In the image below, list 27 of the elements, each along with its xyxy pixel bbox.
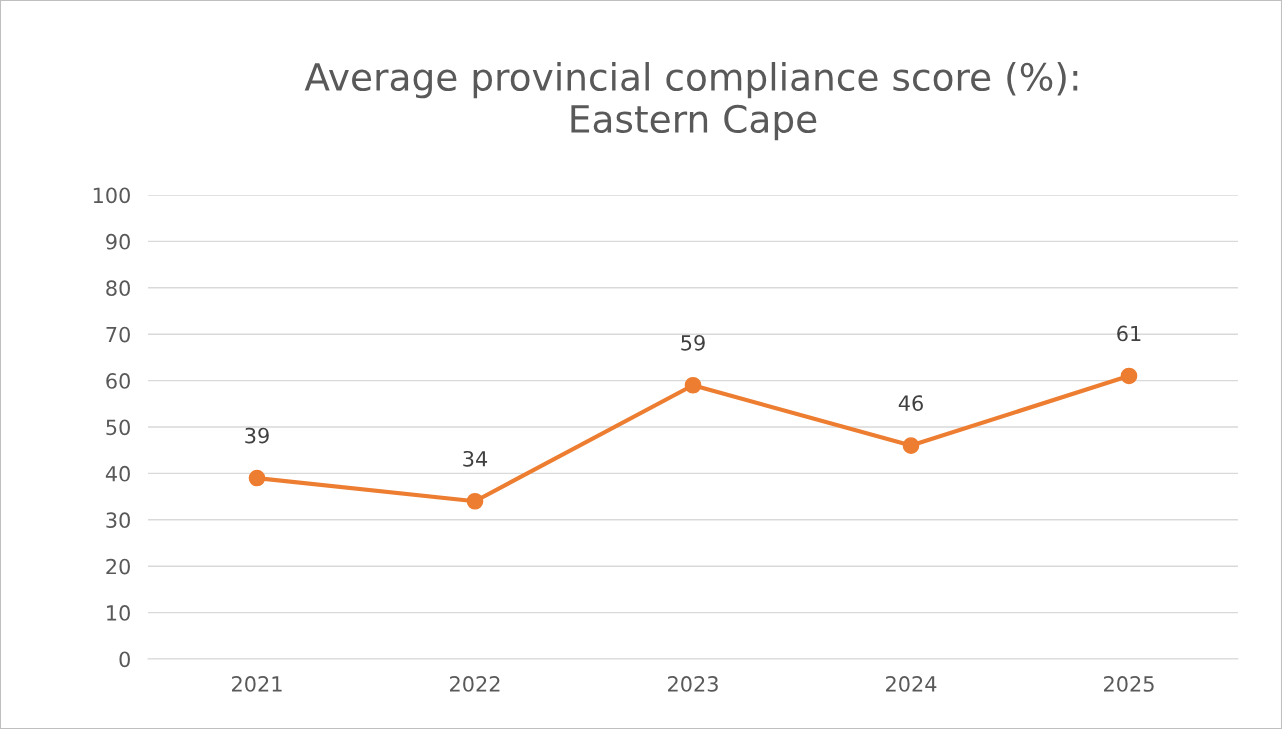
point (684, 376, 702, 394)
data-label: 39 (245, 427, 269, 444)
y-tick-label: 10 (107, 605, 130, 621)
x-tick-label: 2025 (1104, 676, 1154, 692)
x-tick-label: 2024 (886, 676, 937, 692)
x-tick-label: 2021 (232, 676, 282, 692)
point (1120, 367, 1138, 385)
point (902, 437, 920, 454)
y-tick-label: 80 (106, 280, 130, 297)
x-tick-label: 2022 (450, 676, 500, 692)
y-tick-label: 100 (93, 187, 130, 204)
y-tick-label: 20 (106, 558, 130, 575)
data-label: 34 (463, 450, 488, 467)
data-label: 61 (1117, 325, 1141, 342)
data-label: 46 (898, 395, 923, 411)
y-tick-label: 60 (106, 373, 130, 389)
y-tick-label: 90 (106, 233, 130, 250)
y-tick-label: 30 (106, 512, 130, 529)
x-tick-label: 2023 (668, 676, 718, 692)
point (466, 492, 484, 510)
y-tick-label: 70 (106, 326, 130, 343)
point (248, 469, 266, 487)
y-tick-label: 40 (105, 465, 130, 482)
data-label: 59 (681, 334, 705, 351)
y-tick-label: 0 (119, 651, 130, 668)
chart-title: Average provincial compliance score (%): Eastern Cape (304, 62, 1078, 141)
y-tick-label: 50 (106, 419, 130, 436)
